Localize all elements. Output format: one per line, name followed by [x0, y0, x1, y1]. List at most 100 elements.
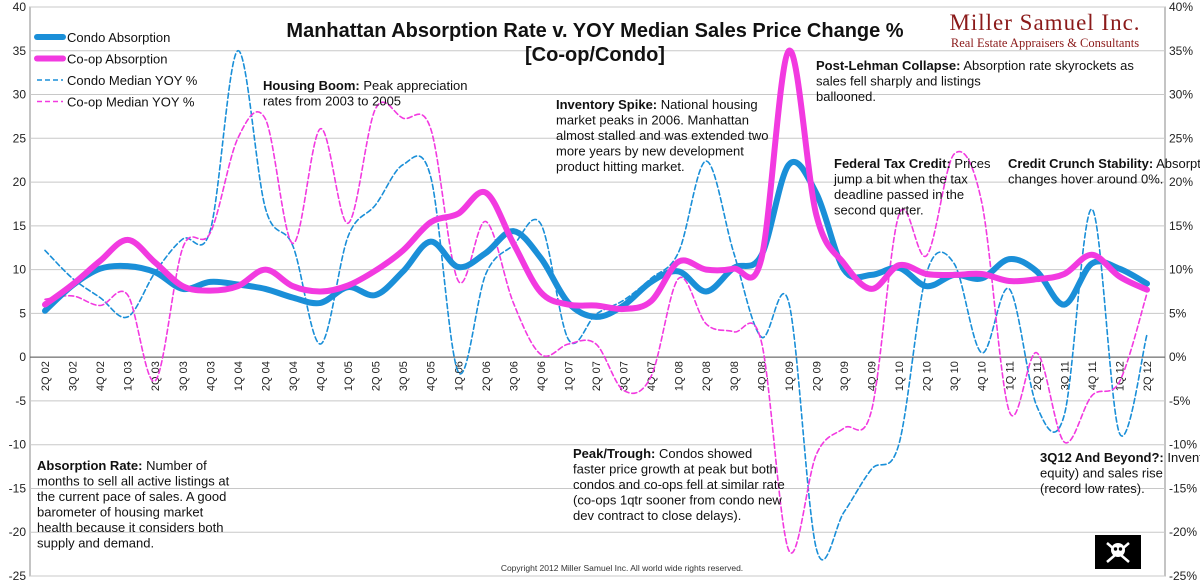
x-tick-label: 2Q 11	[1032, 361, 1044, 390]
y2-tick-label: -5%	[1169, 394, 1191, 408]
y2-tick-label: 10%	[1169, 263, 1193, 277]
x-tick-label: 4Q 11	[1087, 361, 1099, 390]
x-tick-label: 3Q 05	[398, 361, 410, 391]
skull-icon	[1111, 543, 1125, 557]
legend-label: Co-op Absorption	[67, 52, 167, 67]
legend-label: Condo Median YOY %	[67, 73, 198, 88]
y2-tick-label: -15%	[1169, 481, 1197, 495]
annotation-line: Absorption rate flat as price	[1153, 156, 1200, 171]
x-tick-label: 1Q 09	[784, 361, 796, 391]
series-line-co-op-absorption	[42, 47, 1150, 313]
y-tick-label: 30	[13, 88, 27, 102]
y2-tick-label: 5%	[1169, 306, 1187, 320]
annotation-line: market peaks in 2006. Manhattan	[556, 113, 749, 128]
annotation-line: product hitting market.	[556, 159, 685, 174]
x-tick-label: 1Q 03	[123, 361, 135, 391]
y-tick-label: -15	[9, 481, 27, 495]
annotation: Housing Boom: Peak appreciation rates fro…	[263, 78, 467, 109]
y-tick-label: -5	[15, 394, 26, 408]
skull-eye-icon	[1113, 547, 1118, 551]
copyright: Copyright 2012 Miller Samuel Inc. All wo…	[501, 563, 743, 573]
annotation-line: the current pace of sales. A good	[37, 489, 226, 504]
annotation-title: Credit Crunch Stability:	[1008, 156, 1153, 171]
annotation-line: barometer of housing market	[37, 505, 204, 520]
y-tick-label: 35	[13, 44, 27, 58]
skull-eye-icon	[1118, 547, 1123, 551]
y-tick-label: 20	[13, 175, 27, 189]
annotation-line: sales fell sharply and listings	[816, 74, 981, 89]
series-line-co-op-median-yoy	[44, 101, 1148, 554]
annotation-line: National housing	[657, 97, 757, 112]
y-tick-label: 25	[13, 131, 27, 145]
y-tick-label: 5	[19, 306, 26, 320]
y2-tick-label: -20%	[1169, 525, 1197, 539]
x-tick-label: 4Q 05	[426, 361, 438, 391]
legend-label: Co-op Median YOY %	[67, 95, 195, 110]
annotation-line: Number of	[142, 458, 207, 473]
x-tick-label: 3Q 09	[839, 361, 851, 391]
x-tick-label: 1Q 11	[1004, 361, 1016, 390]
annotation: Inventory Spike: National housing market …	[556, 97, 768, 174]
y-tick-label: 0	[19, 350, 26, 364]
annotation-line: (co-ops 1qtr sooner from condo new	[573, 493, 782, 508]
annotation-title: 3Q12 And Beyond?:	[1040, 450, 1164, 465]
annotation-line: health because it considers both	[37, 520, 223, 535]
annotation-line: dev contract to close delays).	[573, 508, 741, 523]
x-tick-label: 4Q 06	[536, 361, 548, 391]
annotation-title: Absorption Rate:	[37, 458, 142, 473]
y-tick-label: -10	[9, 438, 27, 452]
x-tick-label: 4Q 04	[316, 361, 328, 391]
x-tick-label: 2Q 12	[1142, 361, 1154, 391]
annotation-line: supply and demand.	[37, 536, 154, 551]
x-tick-label: 3Q 02	[68, 361, 80, 391]
annotation-line: months to sell all active listings at	[37, 474, 230, 489]
x-tick-label: 1Q 06	[453, 361, 465, 391]
annotation-title: Housing Boom:	[263, 78, 360, 93]
x-tick-label: 2Q 10	[922, 361, 934, 391]
y2-tick-label: 25%	[1169, 131, 1193, 145]
annotation-line: Condos showed	[655, 446, 752, 461]
x-tick-label: 2Q 04	[260, 361, 272, 391]
annotation: Peak/Trough: Condos showed faster price g…	[573, 446, 785, 523]
y-tick-label: 40	[13, 0, 27, 14]
x-tick-label: 2Q 05	[371, 361, 383, 391]
annotation-line: almost stalled and was extended two	[556, 128, 768, 143]
annotation-title: Inventory Spike:	[556, 97, 657, 112]
x-tick-label: 2Q 06	[481, 361, 493, 391]
x-tick-label: 3Q 03	[178, 361, 190, 391]
annotation: Post-Lehman Collapse: Absorption rate sk…	[816, 58, 1134, 104]
chart-subtitle: [Co-op/Condo]	[525, 44, 665, 66]
x-tick-label: 1Q 10	[894, 361, 906, 391]
y-tick-label: 15	[13, 219, 27, 233]
annotation: Credit Crunch Stability: Absorption rate…	[1008, 156, 1200, 187]
annotation: Absorption Rate: Number of months to sell…	[37, 458, 230, 551]
y2-tick-label: 15%	[1169, 219, 1193, 233]
annotation-line: (record low rates).	[1040, 481, 1145, 496]
annotation-line: deadline passed in the	[834, 187, 964, 202]
x-tick-label: 2Q 07	[591, 361, 603, 391]
x-tick-label: 3Q 07	[619, 361, 631, 391]
annotation-line: jump a bit when the tax	[833, 172, 968, 187]
y2-tick-label: 30%	[1169, 88, 1193, 102]
x-tick-label: 4Q 09	[867, 361, 879, 391]
annotation-line: rates from 2003 to 2005	[263, 94, 401, 109]
annotation-line: Prices	[951, 156, 991, 171]
annotation-line: equity) and sales rise	[1040, 466, 1163, 481]
brand-tagline: Real Estate Appraisers & Consultants	[951, 36, 1139, 50]
y-tick-label: -25	[9, 569, 27, 583]
x-tick-label: 1Q 05	[343, 361, 355, 391]
x-tick-label: 2Q 02	[40, 361, 52, 391]
annotation: Federal Tax Credit: Prices jump a bit whe…	[833, 156, 991, 218]
y2-tick-label: -10%	[1169, 438, 1197, 452]
annotation-title: Peak/Trough:	[573, 446, 655, 461]
x-tick-label: 1Q 07	[563, 361, 575, 391]
x-tick-label: 2Q 09	[811, 361, 823, 391]
x-tick-label: 1Q 08	[674, 361, 686, 391]
x-tick-label: 2Q 03	[150, 361, 162, 391]
annotation-line: second quarter.	[834, 203, 924, 218]
y2-tick-label: 35%	[1169, 44, 1193, 58]
annotation-line: faster price growth at peak but both	[573, 462, 777, 477]
x-tick-label: 3Q 04	[288, 361, 300, 391]
brand-name: Miller Samuel Inc.	[949, 10, 1140, 35]
